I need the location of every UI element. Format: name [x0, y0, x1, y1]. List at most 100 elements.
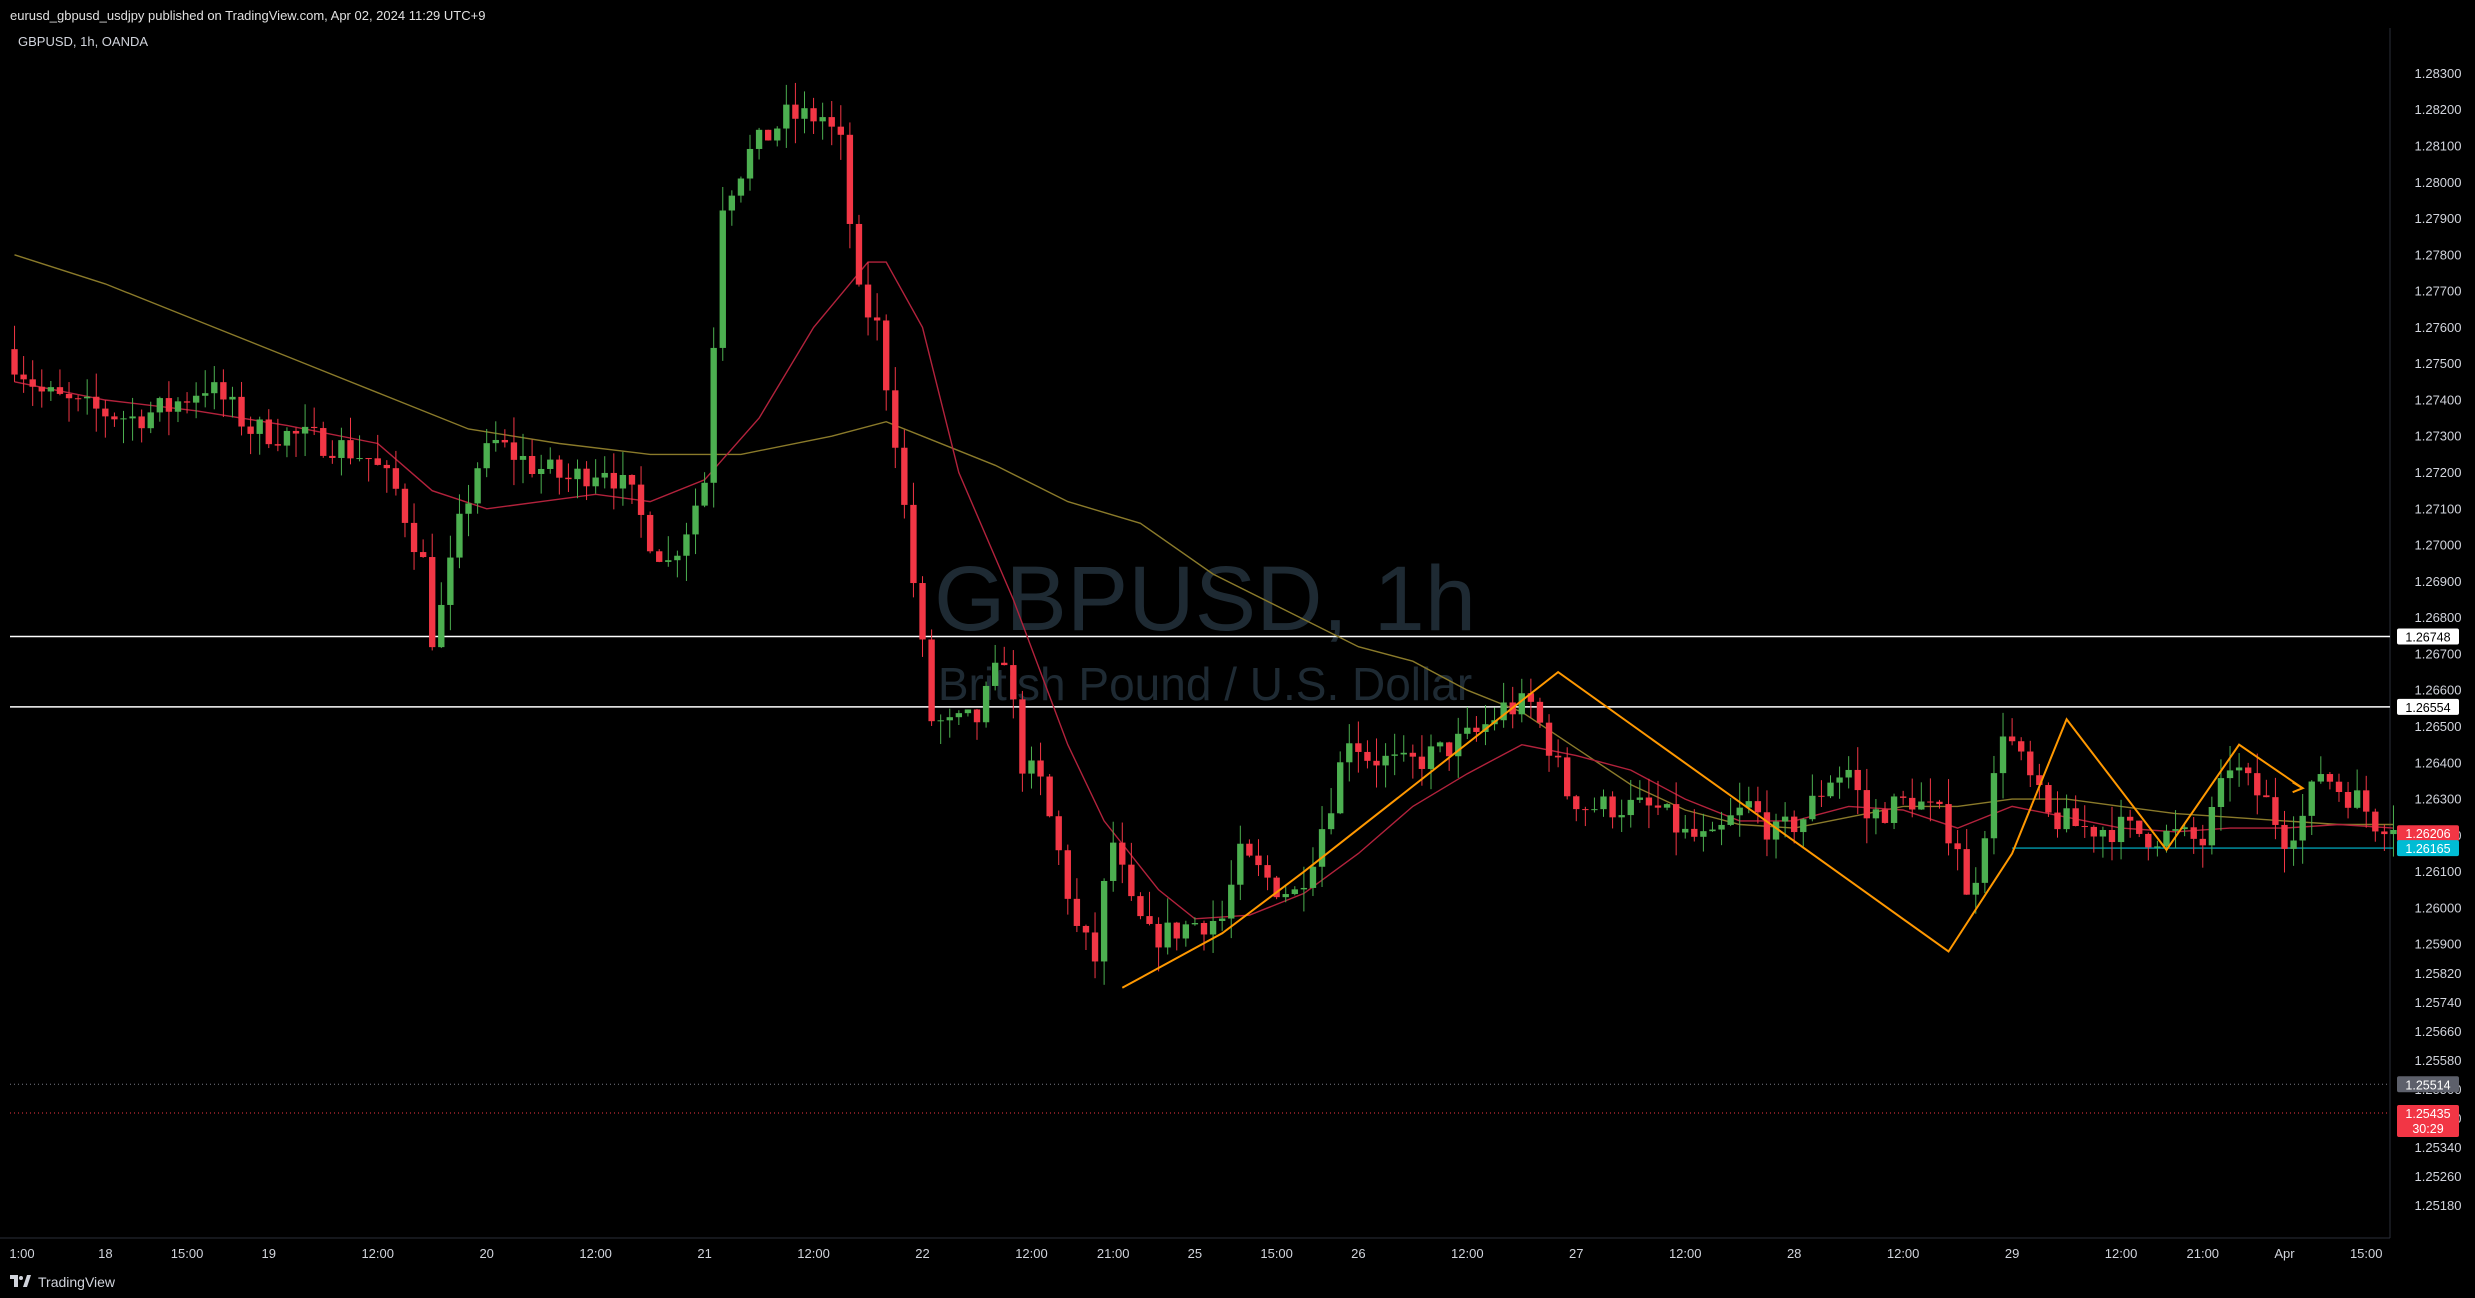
candle-body: [283, 430, 291, 446]
candle-body: [1754, 801, 1762, 813]
candle-body: [429, 557, 436, 648]
candle-body: [2072, 808, 2079, 827]
candle-body: [783, 104, 790, 129]
x-tick-label: 12:00: [1451, 1246, 1484, 1261]
price-chart[interactable]: GBPUSD, 1h British Pound / U.S. Dollar 1…: [0, 28, 2475, 1266]
candle-body: [1155, 923, 1162, 948]
candle-body: [1872, 809, 1880, 819]
candle-body: [683, 534, 690, 556]
candle-body: [1100, 880, 1108, 962]
candle-body: [1918, 801, 1925, 810]
candle-body: [229, 396, 236, 400]
y-tick-label: 1.26300: [2415, 792, 2462, 807]
candle-body: [1209, 920, 1217, 935]
time-axis[interactable]: 1:00 18 15:00 19 12:00 20 12:00 21 12:00 22 12:00 2…: [9, 1246, 2382, 1261]
y-tick-label: 1.28200: [2415, 102, 2462, 117]
publish-header: eurusd_gbpusd_usdjpy published on Tradin…: [0, 0, 2475, 32]
candle-body: [1636, 797, 1644, 800]
candle-body: [1691, 828, 1698, 837]
candle-body: [1863, 790, 1871, 819]
candle-body: [492, 439, 499, 444]
candle-body: [1382, 755, 1389, 766]
y-tick-label: 1.25820: [2415, 966, 2462, 981]
candle-body: [2372, 811, 2379, 832]
candle-body: [665, 560, 672, 562]
candle-body: [846, 134, 854, 224]
y-tick-label: 1.25900: [2415, 937, 2462, 952]
tradingview-logo[interactable]: TradingView: [10, 1274, 115, 1290]
candle-body: [619, 474, 627, 489]
candle-body: [2263, 795, 2270, 798]
candle-body: [1173, 922, 1180, 939]
x-tick-label: 21:00: [2187, 1246, 2220, 1261]
candle-body: [1028, 760, 1035, 774]
x-tick-label: 20: [479, 1246, 493, 1261]
candle-body: [183, 401, 191, 403]
candle-body: [1391, 754, 1398, 756]
candle-body: [2326, 774, 2334, 782]
candle-body: [701, 482, 708, 506]
x-tick-label: 15:00: [171, 1246, 204, 1261]
candle-body: [1772, 821, 1780, 840]
y-tick-label: 1.27600: [2415, 320, 2462, 335]
candle-body: [501, 439, 509, 443]
candle-body: [810, 108, 817, 122]
y-tick-label: 1.25180: [2415, 1198, 2462, 1213]
candle-body: [2381, 831, 2388, 835]
candle-body: [819, 117, 826, 122]
candle-body: [2226, 770, 2234, 779]
candle-body: [1055, 816, 1062, 851]
candle-body: [1346, 743, 1353, 763]
candle-body: [1845, 769, 1852, 778]
candle-body: [2163, 830, 2170, 847]
candle-body: [1327, 813, 1335, 830]
candle-body: [1736, 807, 1743, 816]
candle-body: [29, 379, 36, 387]
candle-body: [2172, 829, 2179, 831]
candle-body: [583, 468, 590, 487]
candle-body: [919, 583, 926, 640]
candle-body: [2290, 840, 2297, 849]
candle-body: [138, 416, 145, 429]
candle-body: [1981, 838, 1989, 883]
pattern-arrow: [2292, 781, 2305, 794]
candle-body: [801, 108, 808, 119]
candle-body: [65, 393, 73, 399]
candle-body: [1954, 843, 1961, 850]
countdown-label: 30:29: [2412, 1122, 2443, 1136]
footer: TradingView: [0, 1266, 2475, 1298]
candle-body: [991, 662, 999, 686]
candle-body: [2272, 797, 2279, 825]
candle-body: [537, 468, 545, 474]
candle-body: [565, 477, 572, 480]
candle-body: [828, 117, 835, 127]
candle-body: [1282, 894, 1289, 898]
candle-body: [74, 398, 82, 400]
candle-body: [401, 488, 409, 523]
candle-body: [1182, 924, 1190, 939]
candle-body: [1455, 733, 1462, 757]
y-tick-label: 1.25340: [2415, 1140, 2462, 1155]
candle-body: [1827, 782, 1834, 797]
candle-body: [1518, 693, 1525, 715]
y-tick-label: 1.27100: [2415, 501, 2462, 516]
candle-body: [1473, 727, 1480, 732]
candle-body: [1146, 916, 1153, 924]
candle-body: [1781, 816, 1789, 822]
y-tick-label: 1.27300: [2415, 429, 2462, 444]
candle-body: [383, 464, 390, 469]
pattern-lines: [1121, 670, 2305, 989]
candle-body: [174, 401, 182, 412]
candle-body: [1427, 746, 1435, 769]
candle-body: [1400, 752, 1407, 755]
y-tick-label: 1.28000: [2415, 175, 2462, 190]
candle-body: [1037, 760, 1044, 777]
candle-body: [692, 505, 699, 535]
candle-body: [937, 720, 944, 722]
candle-body: [1291, 889, 1298, 895]
candle-body: [120, 418, 127, 420]
candle-body: [519, 455, 527, 460]
candle-body: [910, 504, 917, 584]
candle-body: [247, 426, 254, 434]
price-tag-label: 1.26748: [2405, 631, 2450, 645]
